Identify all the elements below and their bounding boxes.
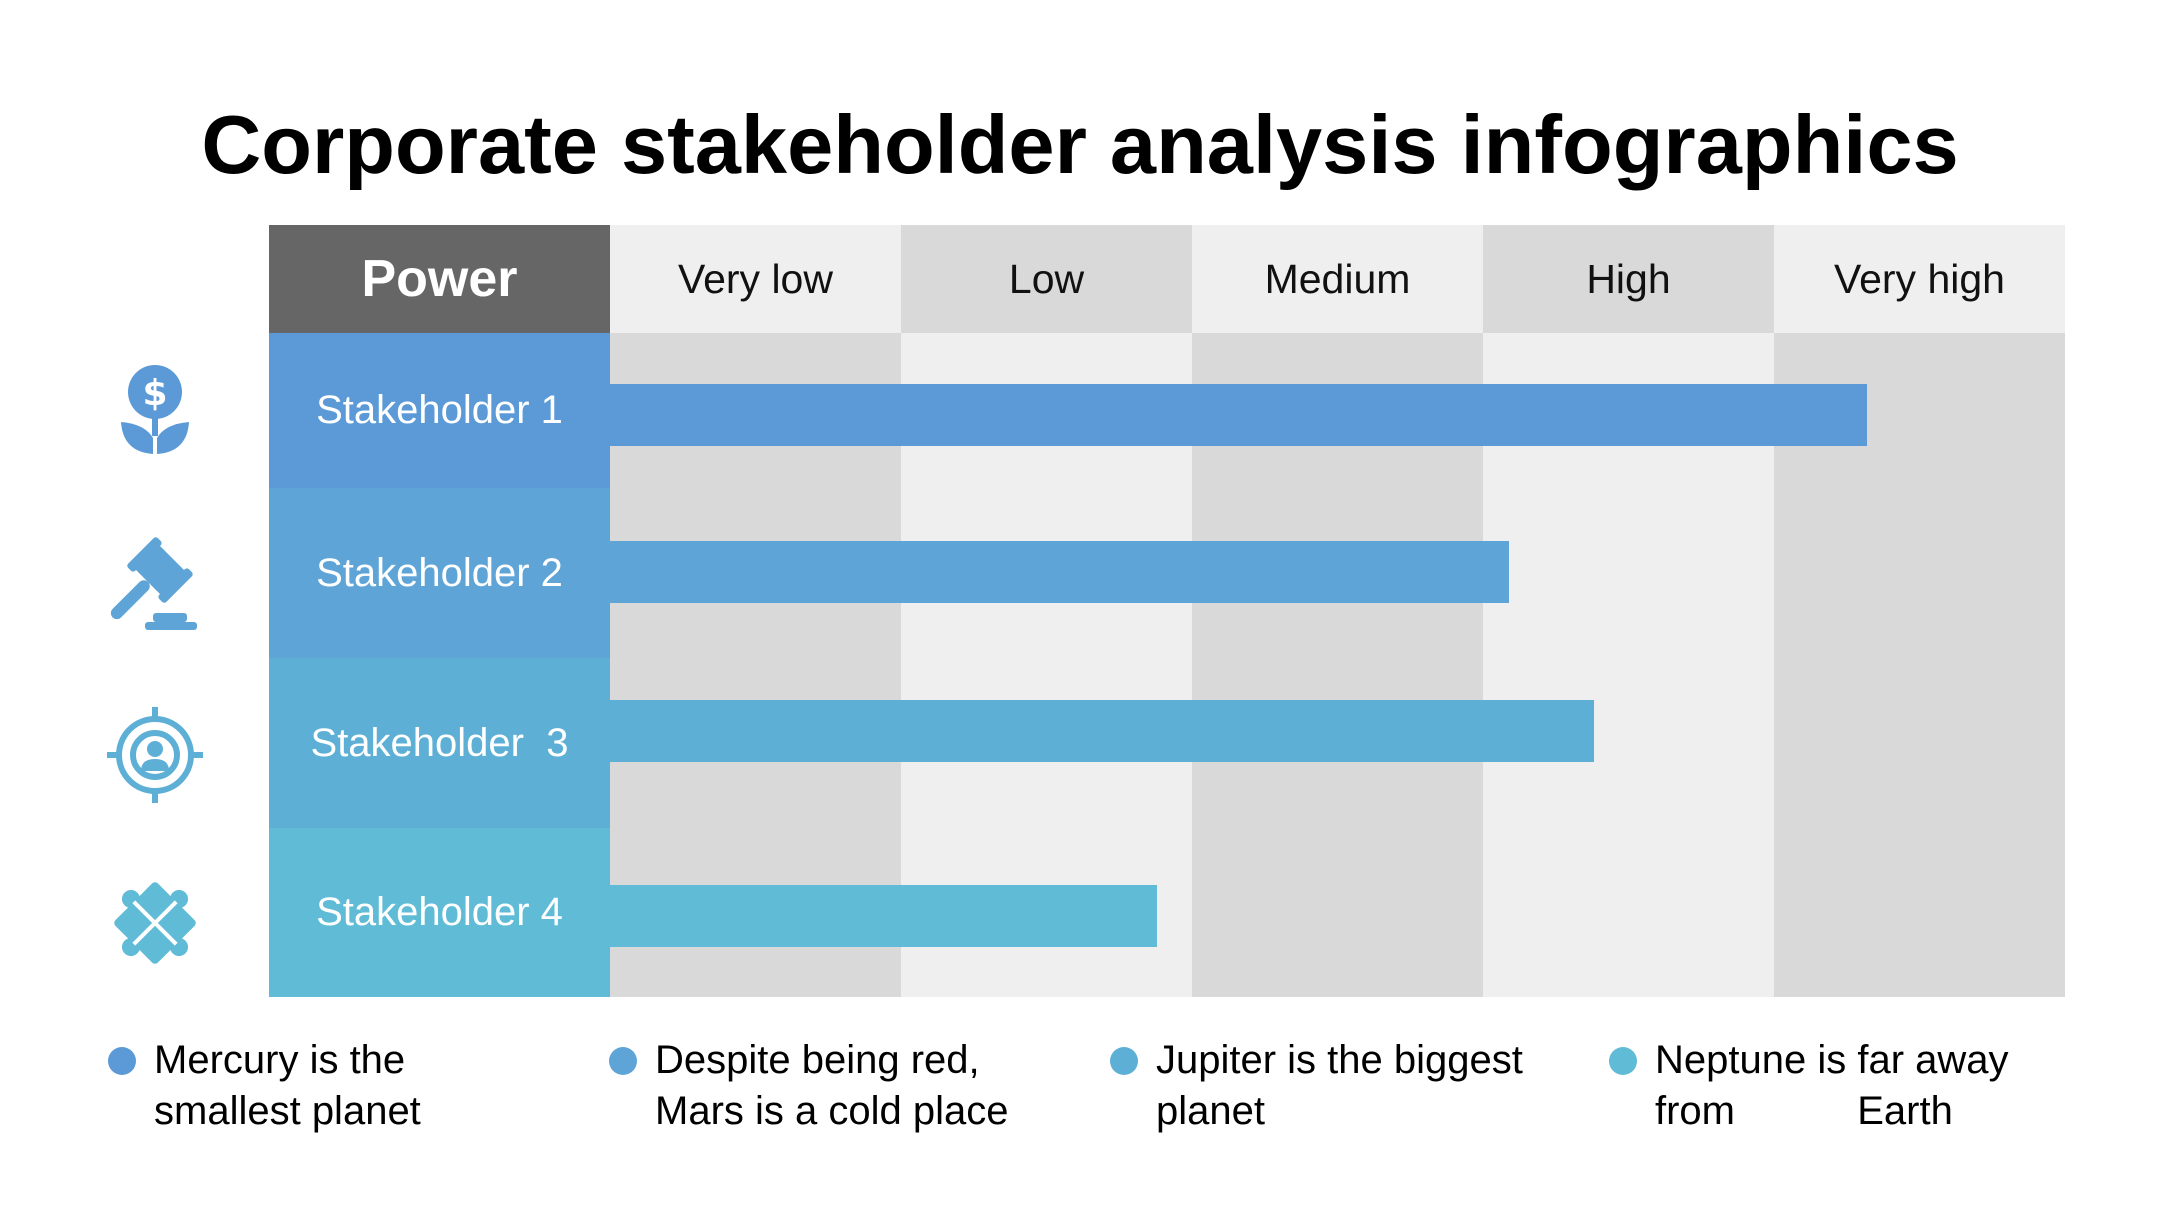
stakeholder-label: Stakeholder 3 bbox=[269, 658, 610, 828]
level-header-medium: Medium bbox=[1192, 225, 1483, 333]
legend-line: Neptune is far away bbox=[1655, 1038, 2009, 1082]
level-header-very-low: Very low bbox=[610, 225, 901, 333]
level-header-low: Low bbox=[901, 225, 1192, 333]
legend-line: Mercury is the bbox=[154, 1038, 406, 1082]
legend-line: Jupiter is the biggest bbox=[1156, 1038, 1523, 1082]
legend-line: from Earth bbox=[1655, 1089, 1953, 1133]
gavel-icon bbox=[110, 537, 197, 630]
legend-line: planet bbox=[1156, 1089, 1265, 1133]
legend-text: Jupiter is the biggest planet bbox=[1156, 1035, 1523, 1137]
page-title: Corporate stakeholder analysis infograph… bbox=[201, 98, 1959, 191]
target-user-icon bbox=[107, 707, 203, 803]
legend-bullet-icon bbox=[609, 1047, 637, 1075]
legend-text: Neptune is far away from Earth bbox=[1655, 1035, 2009, 1137]
svg-text:$: $ bbox=[142, 373, 167, 414]
stakeholder-label: Stakeholder 1 bbox=[269, 333, 610, 488]
legend-line: smallest planet bbox=[154, 1089, 421, 1133]
stakeholder-bar bbox=[610, 885, 1157, 947]
legend-text: Despite being red, Mars is a cold place bbox=[655, 1035, 1008, 1137]
stakeholder-bar bbox=[610, 700, 1594, 762]
legend-bullet-icon bbox=[1110, 1047, 1138, 1075]
stakeholder-label: Stakeholder 4 bbox=[269, 828, 610, 997]
level-header-very-high: Very high bbox=[1774, 225, 2065, 333]
stakeholder-bar bbox=[610, 384, 1867, 446]
puzzle-icon bbox=[114, 882, 196, 964]
legend-bullet-icon bbox=[1609, 1047, 1637, 1075]
legend-bullet-icon bbox=[108, 1047, 136, 1075]
money-plant-icon: $ bbox=[121, 365, 189, 454]
legend-line: Mars is a cold place bbox=[655, 1089, 1009, 1133]
legend-line: Despite being red, bbox=[655, 1038, 980, 1082]
level-header-high: High bbox=[1483, 225, 1774, 333]
power-axis-header: Power bbox=[269, 225, 610, 333]
legend-text: Mercury is the smallest planet bbox=[154, 1035, 421, 1137]
stakeholder-label: Stakeholder 2 bbox=[269, 488, 610, 658]
stakeholder-bar bbox=[610, 541, 1509, 603]
